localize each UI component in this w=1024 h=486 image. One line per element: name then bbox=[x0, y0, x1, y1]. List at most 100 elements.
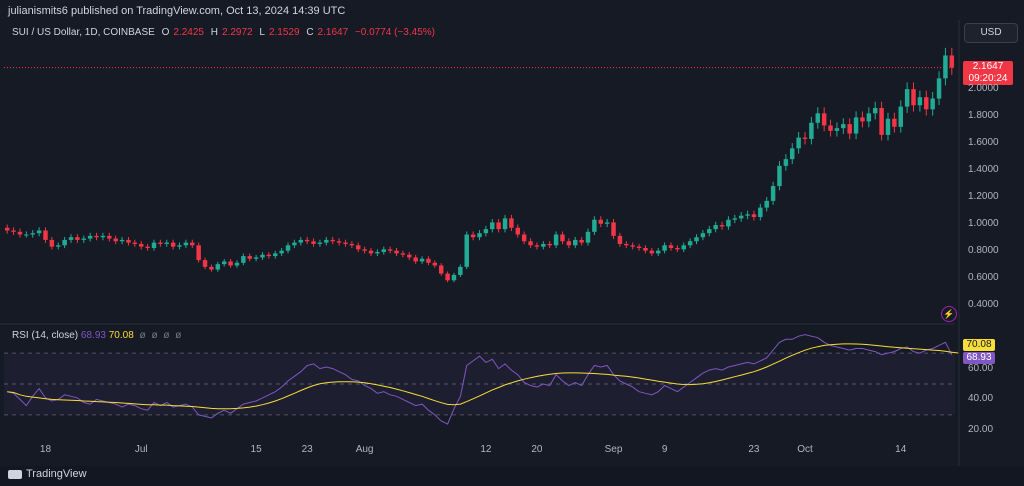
candle-body bbox=[547, 243, 552, 246]
rsi-ma-tag: 70.08 bbox=[963, 339, 995, 351]
candle-body bbox=[266, 254, 272, 257]
candle-body bbox=[158, 242, 163, 244]
grid bbox=[0, 20, 960, 466]
low-label: L bbox=[259, 27, 265, 38]
candle-body bbox=[860, 117, 865, 122]
candle-body bbox=[470, 234, 476, 238]
rsi-value: 68.93 bbox=[80, 330, 106, 341]
rsi-pane[interactable] bbox=[7, 334, 959, 425]
candle-body bbox=[617, 235, 623, 244]
candle-body bbox=[892, 118, 897, 127]
candle-body bbox=[43, 230, 48, 240]
candle-body bbox=[483, 229, 489, 234]
candle-body bbox=[790, 148, 795, 160]
candle-body bbox=[355, 245, 361, 250]
candle-body bbox=[528, 241, 533, 246]
candle-body bbox=[930, 98, 935, 110]
current-price-tag: 2.1647 09:20:24 bbox=[963, 61, 1013, 85]
price-axis-tick: 1.6000 bbox=[968, 136, 999, 148]
price-axis-tick: 0.6000 bbox=[968, 271, 999, 283]
rsi-legend: RSI (14, close) 68.93 70.08 ø ø ø ø bbox=[12, 330, 181, 341]
candle-body bbox=[11, 230, 16, 232]
candle-body bbox=[700, 233, 706, 238]
candle-body bbox=[445, 273, 450, 281]
candle-body bbox=[49, 239, 55, 247]
candle-body bbox=[94, 235, 99, 238]
candle-body bbox=[490, 222, 495, 230]
candle-body bbox=[151, 242, 157, 248]
price-axis-tick: 0.4000 bbox=[968, 298, 999, 310]
candle-body bbox=[560, 234, 565, 242]
candle-body bbox=[872, 107, 878, 114]
candle-body bbox=[598, 219, 604, 224]
gear-icon[interactable]: ø bbox=[151, 330, 158, 341]
candle-body bbox=[228, 261, 233, 266]
eye-icon[interactable]: ø bbox=[139, 330, 146, 341]
candle-body bbox=[732, 218, 738, 220]
candle-body bbox=[56, 245, 61, 247]
candle-body bbox=[668, 245, 674, 248]
candle-body bbox=[655, 250, 661, 254]
more-icon[interactable]: ø bbox=[175, 330, 182, 341]
time-axis-tick: 18 bbox=[39, 444, 52, 455]
lightning-icon[interactable]: ⚡ bbox=[941, 306, 957, 322]
rsi-ma-line bbox=[7, 343, 959, 410]
rsi-title[interactable]: RSI (14, close) bbox=[12, 330, 79, 341]
candle-body bbox=[477, 233, 482, 238]
footer-bar bbox=[0, 466, 1024, 486]
candle-body bbox=[119, 239, 125, 242]
candle-body bbox=[553, 234, 559, 246]
candle-body bbox=[36, 230, 42, 234]
candle-body bbox=[949, 55, 955, 68]
candle-body bbox=[62, 239, 67, 246]
candle-body bbox=[426, 258, 431, 263]
price-candles[interactable] bbox=[4, 47, 955, 283]
candle-body bbox=[751, 214, 757, 218]
rsi-value-tag: 68.93 bbox=[963, 352, 995, 364]
candle-body bbox=[177, 245, 182, 247]
candle-body bbox=[649, 250, 655, 254]
candle-body bbox=[643, 247, 648, 251]
tradingview-logo[interactable]: TradingView bbox=[8, 468, 87, 480]
candle-body bbox=[662, 245, 667, 251]
time-axis-tick: 23 bbox=[301, 444, 313, 455]
footer-brand: TradingView bbox=[26, 468, 87, 480]
candle-body bbox=[936, 78, 942, 99]
candle-body bbox=[796, 137, 801, 149]
candle-body bbox=[573, 239, 578, 246]
chart-frame[interactable] bbox=[0, 20, 1024, 466]
trash-icon[interactable]: ø bbox=[163, 330, 170, 341]
candle-body bbox=[190, 242, 195, 246]
candle-body bbox=[419, 258, 425, 262]
rsi-ma-value: 70.08 bbox=[108, 330, 134, 341]
time-axis-tick: 20 bbox=[531, 444, 543, 455]
candle-body bbox=[604, 222, 610, 224]
candle-body bbox=[828, 125, 833, 131]
close-value: 2.1647 bbox=[317, 27, 349, 38]
candle-body bbox=[515, 227, 521, 235]
high-value: 2.2972 bbox=[222, 27, 253, 38]
candle-body bbox=[630, 245, 635, 247]
rsi-axis-tick: 60.00 bbox=[968, 362, 994, 374]
symbol-title[interactable]: SUI / US Dollar, 1D, COINBASE bbox=[12, 27, 155, 38]
candle-body bbox=[713, 225, 718, 230]
candle-body bbox=[611, 222, 616, 236]
candle-body bbox=[675, 247, 680, 250]
price-axis-tick: 0.8000 bbox=[968, 244, 999, 256]
candle-body bbox=[260, 254, 265, 258]
currency-button[interactable]: USD bbox=[964, 23, 1018, 43]
rsi-axis-tick: 20.00 bbox=[968, 424, 994, 436]
chart-svg[interactable] bbox=[0, 20, 1024, 466]
candle-body bbox=[30, 233, 35, 235]
candle-body bbox=[81, 238, 87, 240]
candle-body bbox=[164, 242, 169, 244]
candle-body bbox=[687, 241, 693, 246]
candle-body bbox=[943, 55, 948, 79]
candle-body bbox=[387, 249, 393, 251]
candle-body bbox=[253, 257, 259, 259]
candle-body bbox=[924, 97, 929, 110]
candle-body bbox=[521, 234, 527, 242]
candle-body bbox=[496, 222, 501, 230]
candle-body bbox=[311, 241, 316, 244]
